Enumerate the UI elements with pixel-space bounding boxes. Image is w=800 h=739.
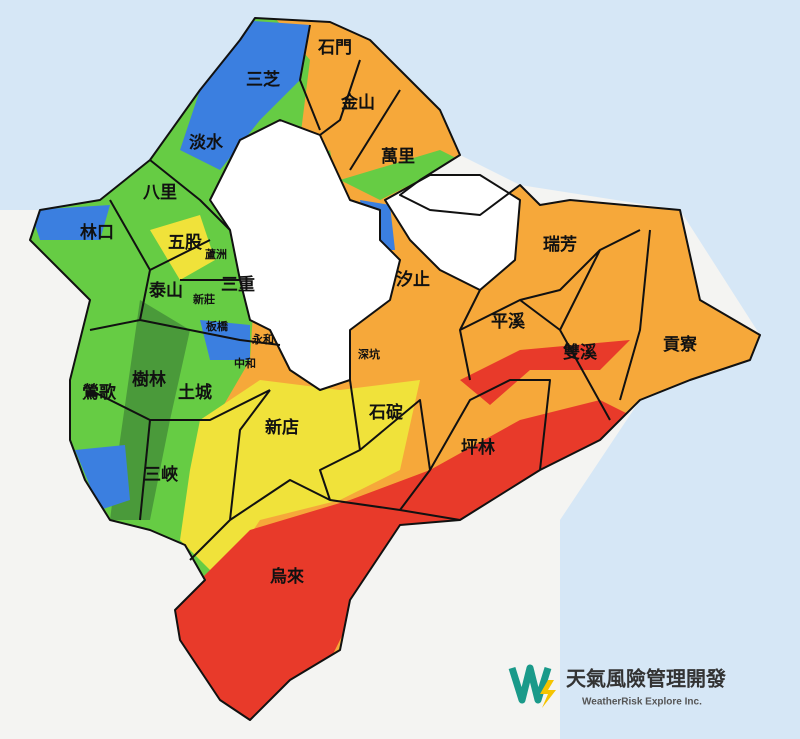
district-label: 泰山 [149, 280, 183, 301]
district-label: 八里 [143, 183, 177, 203]
district-label: 三重 [221, 274, 255, 295]
district-labels: 石門 三芝 金山 淡水 萬里 八里 林口 五股 蘆洲 三重 瑞芳 汐止 泰山 新… [80, 38, 697, 587]
district-label: 石碇 [368, 402, 403, 423]
district-label: 坪林 [461, 437, 495, 458]
district-label: 鶯歌 [82, 382, 117, 403]
district-label: 金山 [340, 92, 375, 113]
district-label: 蘆洲 [205, 247, 227, 261]
district-label: 五股 [168, 233, 202, 253]
district-label: 烏來 [270, 566, 304, 587]
logo-subtitle: WeatherRisk Explore Inc. [582, 697, 702, 708]
district-label: 永和 [251, 332, 274, 346]
district-label: 新店 [265, 417, 299, 438]
district-label: 板橋 [206, 319, 229, 333]
district-label: 三芝 [246, 69, 280, 90]
district-label: 林口 [80, 222, 114, 243]
district-label: 淡水 [189, 132, 224, 153]
district-label: 三峽 [144, 464, 179, 485]
district-label: 萬里 [381, 146, 415, 167]
district-label: 汐止 [396, 269, 430, 290]
district-label: 新莊 [193, 292, 215, 306]
district-label: 石門 [317, 38, 352, 58]
district-label: 樹林 [132, 369, 166, 390]
district-label: 貢寮 [663, 334, 697, 355]
logo-name: 天氣風險管理開發 [566, 667, 726, 691]
logo: 天氣風險管理開發 WeatherRisk Explore Inc. [508, 664, 726, 708]
district-label: 瑞芳 [543, 234, 577, 255]
taipei-city [210, 120, 400, 390]
district-label: 深坑 [358, 347, 380, 361]
district-label: 中和 [234, 356, 256, 370]
district-label: 土城 [178, 382, 212, 403]
district-borders [29, 17, 761, 721]
district-label: 雙溪 [563, 342, 598, 363]
logo-bolt [540, 680, 556, 708]
district-label: 平溪 [491, 312, 526, 332]
logo-mark [508, 664, 552, 704]
